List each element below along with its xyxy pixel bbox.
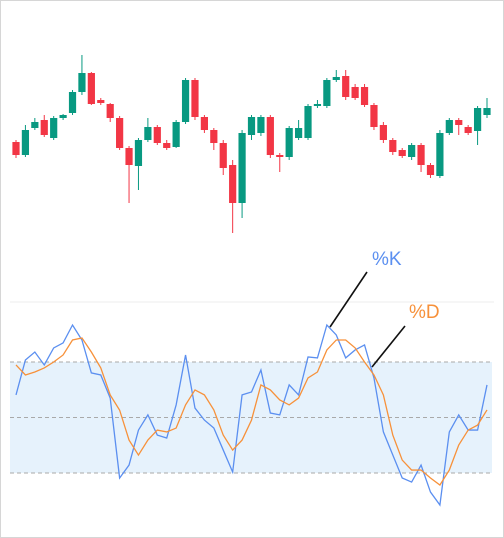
candle-body (210, 130, 218, 143)
candle-body (31, 122, 39, 128)
candle-body (40, 120, 48, 135)
candle-body (342, 76, 350, 97)
candle-body (389, 140, 397, 152)
candle-body (12, 142, 20, 155)
candle-body (483, 108, 491, 115)
candle-body (153, 127, 161, 143)
candle-body (276, 155, 284, 157)
candle-body (370, 105, 378, 127)
candle-body (398, 150, 406, 156)
candle-body (191, 80, 199, 117)
candle-body (59, 115, 67, 118)
candle-body (172, 122, 180, 147)
candle-body (323, 80, 331, 106)
candle-body (436, 133, 444, 176)
candle-body (238, 133, 246, 203)
candle-body (21, 130, 30, 155)
candle-body (106, 104, 114, 118)
candle-body (455, 120, 463, 125)
candle-body (445, 120, 453, 133)
series-line (15, 337, 488, 486)
candle-body (257, 117, 265, 133)
candle-body (125, 148, 133, 165)
candle-body (97, 100, 105, 103)
candle-body (360, 87, 369, 105)
candle-body (266, 117, 274, 155)
candle-body (68, 92, 77, 113)
leader-line (329, 271, 368, 328)
candle-body (144, 127, 152, 140)
candle-body (163, 143, 171, 148)
legend-label: %D (409, 302, 440, 323)
candle-body (313, 104, 322, 106)
candle-body (426, 165, 435, 175)
candle-body (408, 145, 416, 157)
candle-body (351, 87, 359, 98)
candle-body (473, 108, 482, 131)
candle-body (332, 77, 340, 80)
candle-body (229, 165, 237, 203)
candle-body (200, 117, 208, 130)
candle-body (87, 73, 95, 104)
candle-body (417, 145, 425, 165)
candle-body (116, 118, 124, 148)
candle-body (464, 127, 472, 133)
candle-body (219, 143, 227, 168)
leader-line (371, 325, 406, 368)
series-line (15, 323, 488, 507)
candle-body (285, 128, 293, 157)
candle-body (50, 118, 58, 138)
legend-label: %K (372, 249, 402, 270)
candle-body (134, 140, 143, 166)
candle-body (295, 128, 303, 138)
candle-body (304, 106, 312, 138)
candle-body (247, 117, 256, 135)
candle-body (181, 80, 190, 122)
candle-body (379, 125, 387, 140)
candle-body (78, 73, 86, 92)
